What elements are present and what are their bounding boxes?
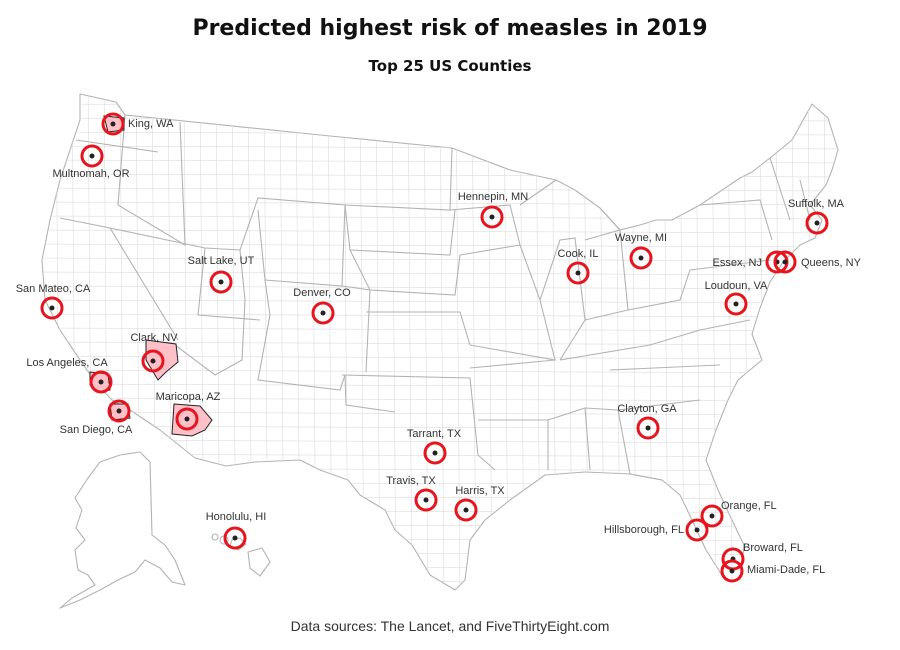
- san-diego-ca-county: [116, 408, 122, 414]
- loudoun-va-county: [733, 301, 739, 307]
- clayton-ga-label: Clayton, GA: [617, 403, 677, 415]
- miami-dade-fl-label: Miami-Dade, FL: [747, 564, 825, 576]
- wayne-mi-label: Wayne, MI: [615, 232, 667, 244]
- san-mateo-ca-marker[interactable]: [40, 296, 64, 320]
- orange-fl-county: [709, 513, 715, 519]
- suffolk-ma-label: Suffolk, MA: [788, 198, 845, 210]
- essex-nj-label: Essex, NJ: [712, 257, 762, 269]
- orange-fl-marker[interactable]: [700, 504, 724, 528]
- miami-dade-fl-marker[interactable]: [720, 559, 744, 583]
- clark-nv-label: Clark, NV: [130, 332, 178, 344]
- salt-lake-ut-label: Salt Lake, UT: [188, 255, 255, 267]
- queens-ny-label: Queens, NY: [801, 257, 862, 269]
- hillsborough-fl-county: [694, 527, 700, 533]
- us-lower48-outline: [41, 93, 839, 591]
- data-sources-note: Data sources: The Lancet, and FiveThirty…: [290, 618, 610, 634]
- los-angeles-ca-marker[interactable]: [89, 370, 113, 394]
- clark-nv-county: [150, 358, 156, 364]
- suffolk-ma-marker[interactable]: [805, 211, 829, 235]
- county-markers: [40, 112, 829, 583]
- los-angeles-ca-county: [98, 379, 104, 385]
- salt-lake-ut-marker[interactable]: [209, 270, 233, 294]
- hennepin-mn-label: Hennepin, MN: [458, 191, 528, 203]
- san-mateo-ca-county: [49, 305, 55, 311]
- tarrant-tx-county: [432, 450, 438, 456]
- tarrant-tx-marker[interactable]: [423, 441, 447, 465]
- maricopa-az-marker[interactable]: [175, 407, 199, 431]
- suffolk-ma-county: [814, 220, 820, 226]
- travis-tx-label: Travis, TX: [386, 475, 436, 487]
- clayton-ga-marker[interactable]: [636, 416, 660, 440]
- denver-co-marker[interactable]: [311, 301, 335, 325]
- los-angeles-ca-label: Los Angeles, CA: [26, 357, 108, 369]
- harris-tx-county: [463, 507, 469, 513]
- clark-nv-marker[interactable]: [141, 349, 165, 373]
- hillsborough-fl-marker[interactable]: [685, 518, 709, 542]
- loudoun-va-marker[interactable]: [724, 292, 748, 316]
- map-subtitle: Top 25 US Counties: [368, 57, 532, 75]
- cook-il-county: [575, 270, 581, 276]
- honolulu-hi-county: [232, 535, 238, 541]
- queens-ny-marker[interactable]: [773, 250, 797, 274]
- miami-dade-fl-county: [729, 568, 735, 574]
- harris-tx-marker[interactable]: [454, 498, 478, 522]
- maricopa-az-county: [184, 416, 190, 422]
- king-wa-marker[interactable]: [101, 112, 125, 136]
- wayne-mi-marker[interactable]: [629, 246, 653, 270]
- multnomah-or-marker[interactable]: [80, 144, 104, 168]
- map-title: Predicted highest risk of measles in 201…: [192, 16, 708, 41]
- broward-fl-label: Broward, FL: [743, 542, 803, 554]
- travis-tx-marker[interactable]: [414, 488, 438, 512]
- maricopa-az-label: Maricopa, AZ: [156, 391, 221, 403]
- san-diego-ca-marker[interactable]: [107, 399, 131, 423]
- alaska-outline: [59, 451, 186, 609]
- denver-co-label: Denver, CO: [293, 287, 351, 299]
- wayne-mi-county: [638, 255, 644, 261]
- salt-lake-ut-county: [218, 279, 224, 285]
- san-mateo-ca-label: San Mateo, CA: [16, 283, 91, 295]
- state-boundaries: [59, 114, 811, 481]
- cook-il-marker[interactable]: [566, 261, 590, 285]
- orange-fl-label: Orange, FL: [721, 500, 777, 512]
- travis-tx-county: [423, 497, 429, 503]
- hawaii-outline: [211, 533, 271, 577]
- san-diego-ca-label: San Diego, CA: [60, 424, 133, 436]
- harris-tx-label: Harris, TX: [455, 485, 505, 497]
- king-wa-label: King, WA: [128, 118, 174, 130]
- tarrant-tx-label: Tarrant, TX: [407, 428, 462, 440]
- honolulu-hi-label: Honolulu, HI: [206, 511, 267, 523]
- county-labels: King, WA Multnomah, OR San Mateo, CA Los An…: [16, 118, 862, 576]
- hennepin-mn-marker[interactable]: [480, 205, 504, 229]
- hillsborough-fl-label: Hillsborough, FL: [604, 524, 684, 536]
- queens-ny-county: [782, 259, 788, 265]
- multnomah-or-label: Multnomah, OR: [52, 168, 129, 180]
- cook-il-label: Cook, IL: [558, 248, 599, 260]
- hennepin-mn-county: [489, 214, 495, 220]
- multnomah-or-county: [89, 153, 95, 159]
- denver-co-county: [320, 310, 326, 316]
- honolulu-hi-marker[interactable]: [223, 526, 247, 550]
- clayton-ga-county: [645, 425, 651, 431]
- loudoun-va-label: Loudoun, VA: [705, 280, 768, 292]
- king-wa-county: [110, 121, 116, 127]
